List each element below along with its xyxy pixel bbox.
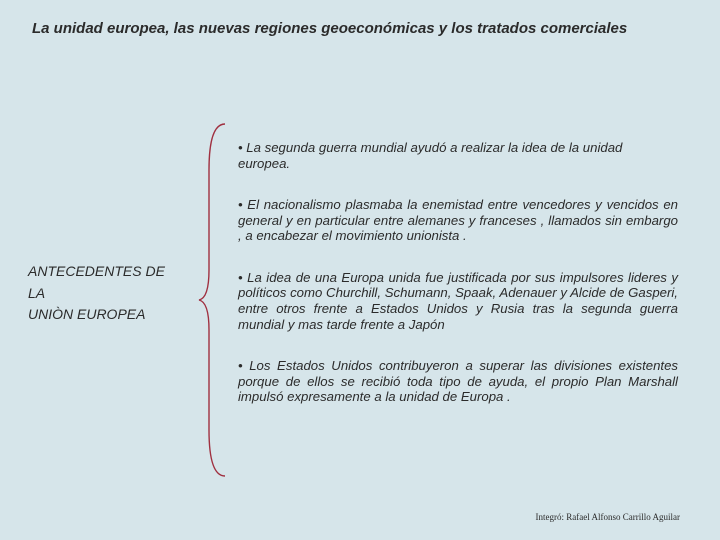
bullet-item: • El nacionalismo plasmaba la enemistad …: [238, 197, 678, 244]
brace-icon: [195, 120, 231, 480]
section-label: ANTECEDENTES DE LA UNIÒN EUROPEA: [28, 262, 188, 327]
bullet-text-post: entre otros frente a Estados Unidos y Ru…: [238, 301, 678, 332]
page-title: La unidad europea, las nuevas regiones g…: [32, 20, 680, 39]
label-line-3: UNIÒN EUROPEA: [28, 305, 188, 325]
bullet-item: • La idea de una Europa unida fue justif…: [238, 270, 678, 332]
label-line-2: LA: [28, 284, 188, 304]
bullet-list: • La segunda guerra mundial ayudó a real…: [238, 140, 678, 431]
bullet-names: Churchill, Schumann, Spaak, Adenauer y A…: [326, 285, 678, 300]
bullet-item: • Los Estados Unidos contribuyeron a sup…: [238, 358, 678, 405]
credit-line: Integró: Rafael Alfonso Carrillo Aguilar: [536, 512, 680, 522]
label-line-1: ANTECEDENTES DE: [28, 262, 188, 282]
bullet-item: • La segunda guerra mundial ayudó a real…: [238, 140, 678, 171]
